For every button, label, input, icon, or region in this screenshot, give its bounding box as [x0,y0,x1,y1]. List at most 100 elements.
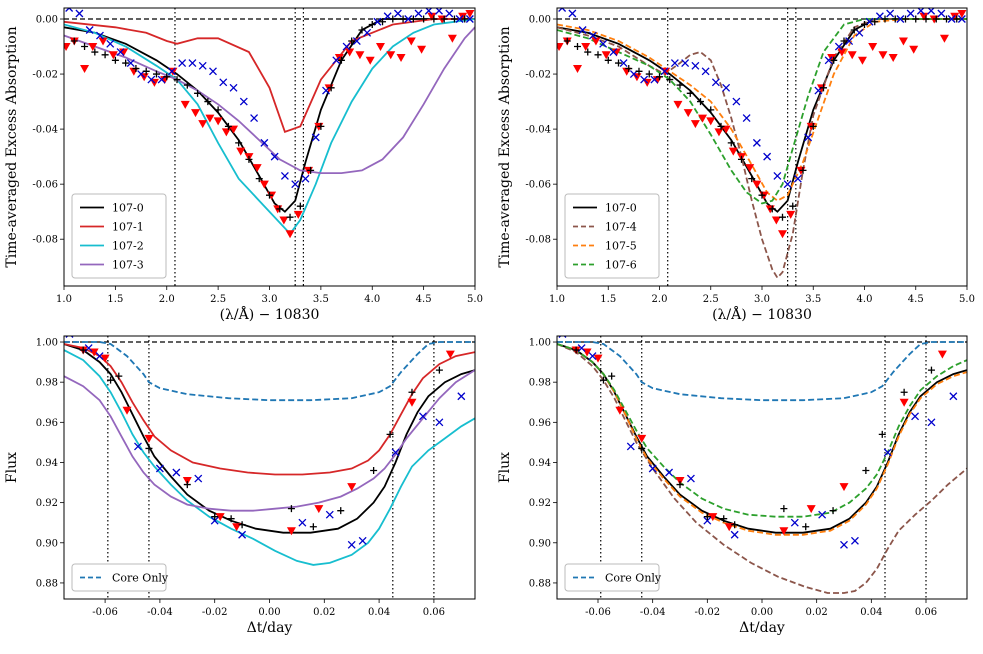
data-marker-triangle [406,37,416,46]
data-marker-plus [435,366,443,374]
data-marker-cross [626,442,635,451]
legend-label: Core Only [112,572,169,585]
x-tick-label: 2.0 [652,294,668,305]
data-marker-triangle [557,43,564,52]
data-marker-plus [152,70,160,78]
data-marker-cross [701,67,710,76]
legend-label: Core Only [605,572,662,585]
data-marker-cross [824,56,833,65]
x-tick-label: 5.0 [959,294,975,305]
y-axis-label: Time-averaged Excess Absorption [4,26,20,267]
data-marker-cross [270,152,279,161]
data-marker-triangle [417,45,427,54]
chart-panel-top-left: 1.0 1.5 2.0 2.5 3.0 3.5 4.0 4.5 5.0 0.00 -0.02 -0.0… [4,7,483,323]
data-marker-plus [922,15,930,23]
data-marker-triangle [683,109,693,118]
data-marker-triangle [779,527,789,536]
data-marker-triangle [252,164,262,173]
data-marker-plus [337,56,345,64]
data-marker-cross [711,78,720,87]
data-marker-cross [85,26,94,34]
data-marker-triangle [293,210,303,219]
x-axis-label: (λ/Å) − 10830 [220,305,320,323]
x-tick-label: 0.04 [368,607,390,618]
data-marker-cross [239,97,248,106]
data-marker-cross [291,180,300,189]
data-marker-plus [594,51,602,59]
x-tick-label: 3.5 [313,294,329,305]
data-marker-triangle [786,210,796,219]
data-marker-triangle [447,34,457,43]
data-marker-plus [430,15,438,23]
data-marker-triangle [601,51,611,60]
data-marker-plus [348,37,356,45]
data-marker-plus [183,481,191,489]
legend: 107-0 107-1 107-2 107-3 [71,193,167,279]
legend-label: 107-0 [605,202,637,215]
data-marker-plus [625,65,633,73]
x-tick-label: 0.06 [915,607,937,618]
x-tick-label: 2.5 [703,294,719,305]
data-marker-triangle [847,51,857,60]
data-marker-cross [850,536,859,545]
data-marker-cross [229,83,238,92]
data-marker-plus [368,21,376,29]
y-tick-label: -0.02 [32,70,58,81]
data-marker-triangle [345,48,355,57]
data-marker-triangle [465,10,475,19]
chart-panel-bottom-left: -0.06 -0.04 -0.02 0.00 0.02 0.04 0.06 0.88 0.90 0… [4,335,476,636]
data-marker-plus [70,37,78,45]
data-marker-plus [953,15,961,23]
data-marker-triangle [937,350,947,359]
data-marker-cross [347,540,356,549]
data-marker-triangle [728,147,738,156]
series-line-107-5 [557,343,967,536]
data-marker-cross [896,15,905,23]
data-marker-plus [861,21,868,29]
data-marker-cross [732,97,741,106]
y-tick-label: -0.08 [32,235,58,246]
data-marker-cross [665,468,674,477]
data-marker-plus [638,444,646,452]
x-axis-label: Δt/day [247,620,293,636]
series-line-107-6 [557,343,967,518]
data-marker-cross [619,59,628,68]
data-marker-triangle [213,117,223,126]
x-tick-label: 0.00 [258,607,280,618]
data-marker-plus [276,205,284,213]
data-marker-cross [834,42,843,51]
plot-area [64,336,475,599]
data-marker-triangle [286,527,296,536]
data-marker-plus [211,513,219,521]
y-axis-label: Flux [497,452,513,483]
data-marker-triangle [144,434,154,443]
data-marker-cross [599,39,608,48]
data-marker-plus [731,521,739,529]
data-marker-plus [266,191,273,199]
data-marker-cross [730,530,739,539]
data-marker-cross [96,31,104,40]
data-marker-cross [391,448,400,457]
data-marker-triangle [868,43,878,52]
y-tick-label: 0.94 [529,458,551,469]
y-tick-label: 0.00 [529,15,551,26]
data-marker-triangle [407,398,417,407]
data-marker-plus [399,15,407,23]
data-marker-plus [107,376,115,384]
data-marker-cross [947,15,956,23]
data-marker-plus [707,106,715,114]
data-marker-plus [307,166,315,174]
series-line-core-only [557,341,967,402]
data-marker-cross [445,9,454,18]
data-marker-triangle [355,51,365,60]
x-tick-label: 2.0 [159,294,175,305]
data-marker-cross [332,56,341,65]
y-tick-label: 0.96 [36,418,58,429]
data-marker-cross [790,518,799,527]
data-marker-cross [298,518,307,527]
x-tick-label: 4.5 [908,294,924,305]
data-marker-triangle [675,477,685,486]
data-marker-plus [287,505,295,513]
data-marker-cross [465,15,474,23]
legend-label: 107-5 [605,240,637,253]
